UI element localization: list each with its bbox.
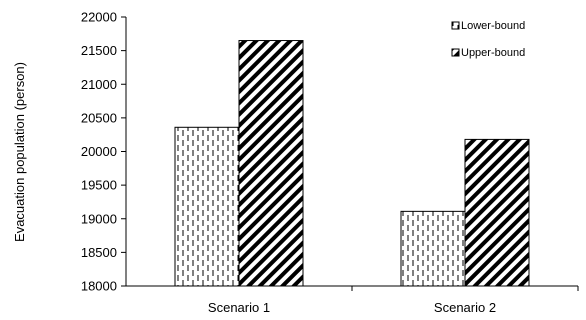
plot-area: 18000 18500 19000 19500 20000 20500 21000 21500… <box>81 10 579 315</box>
y-tick-label: 20000 <box>81 144 117 159</box>
y-tick-label: 20500 <box>81 110 117 125</box>
y-tick-label: 21000 <box>81 77 117 92</box>
x-category-label: Scenario 2 <box>434 300 496 315</box>
legend-label-upper-bound: Upper-bound <box>461 47 525 59</box>
y-tick-label: 21500 <box>81 43 117 58</box>
bar-upper-bound-2 <box>464 138 530 287</box>
y-tick-label: 18000 <box>81 279 117 294</box>
y-axis-label: Evacuation population (person) <box>12 62 27 242</box>
y-tick-label: 19000 <box>81 211 117 226</box>
bar-lower-bound-2 <box>400 210 466 287</box>
y-tick-label: 19500 <box>81 178 117 193</box>
bar-upper-bound-1 <box>238 40 304 287</box>
x-category-label: Scenario 1 <box>208 300 270 315</box>
legend-swatch-upper-bound <box>451 48 460 57</box>
bar-lower-bound-1 <box>174 126 240 287</box>
y-tick-label: 22000 <box>81 10 117 25</box>
legend-swatch-lower-bound <box>451 21 460 30</box>
y-tick-label: 18500 <box>81 245 117 260</box>
legend-label-lower-bound: Lower-bound <box>461 20 525 32</box>
